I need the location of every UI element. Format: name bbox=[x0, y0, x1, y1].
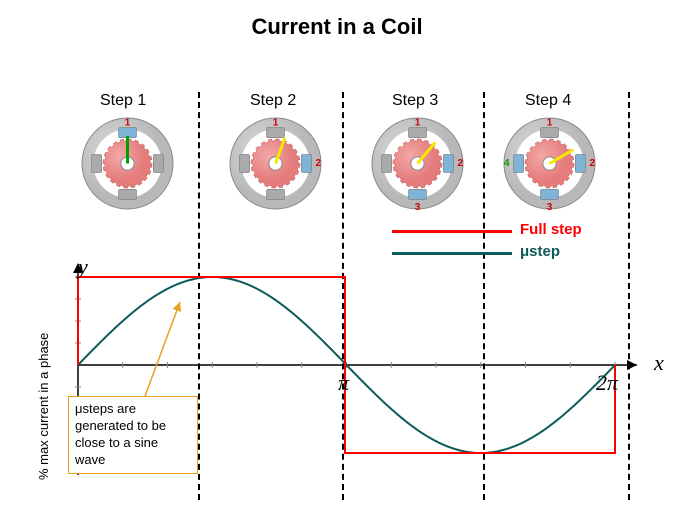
svg-text:4: 4 bbox=[504, 158, 510, 169]
axis-char-pi: π bbox=[338, 370, 349, 396]
svg-text:1: 1 bbox=[125, 117, 131, 128]
svg-text:2: 2 bbox=[457, 158, 463, 169]
legend-line-microstep bbox=[392, 252, 512, 255]
legend-label-full-step: Full step bbox=[520, 221, 582, 238]
motor-icon-3: 1 2 3 bbox=[370, 116, 465, 211]
page-title: Current in a Coil bbox=[0, 14, 674, 40]
svg-text:1: 1 bbox=[415, 117, 421, 128]
svg-text:1: 1 bbox=[547, 117, 553, 128]
legend-label-microstep: μstep bbox=[520, 243, 560, 260]
svg-text:2: 2 bbox=[315, 158, 321, 169]
svg-text:3: 3 bbox=[415, 202, 421, 211]
motor-icon-1: 1 bbox=[80, 116, 175, 211]
legend-line-full-step bbox=[392, 230, 512, 233]
callout-box: μsteps are generated to be close to a si… bbox=[68, 396, 198, 474]
motor-icon-2: 12 bbox=[228, 116, 323, 211]
svg-text:2: 2 bbox=[589, 158, 595, 169]
motor-icon-4: 1 2 3 4 bbox=[502, 116, 597, 211]
svg-text:3: 3 bbox=[547, 202, 553, 211]
axis-char-y: y bbox=[78, 254, 88, 280]
axis-char-2pi: 2π bbox=[596, 370, 618, 396]
step-label-3: Step 3 bbox=[392, 92, 438, 110]
step-label-2: Step 2 bbox=[250, 92, 296, 110]
y-axis-label: % max current in a phase bbox=[36, 333, 51, 480]
step-label-4: Step 4 bbox=[525, 92, 571, 110]
step-label-1: Step 1 bbox=[100, 92, 146, 110]
svg-text:1: 1 bbox=[273, 117, 279, 128]
axis-char-x: x bbox=[654, 350, 664, 376]
